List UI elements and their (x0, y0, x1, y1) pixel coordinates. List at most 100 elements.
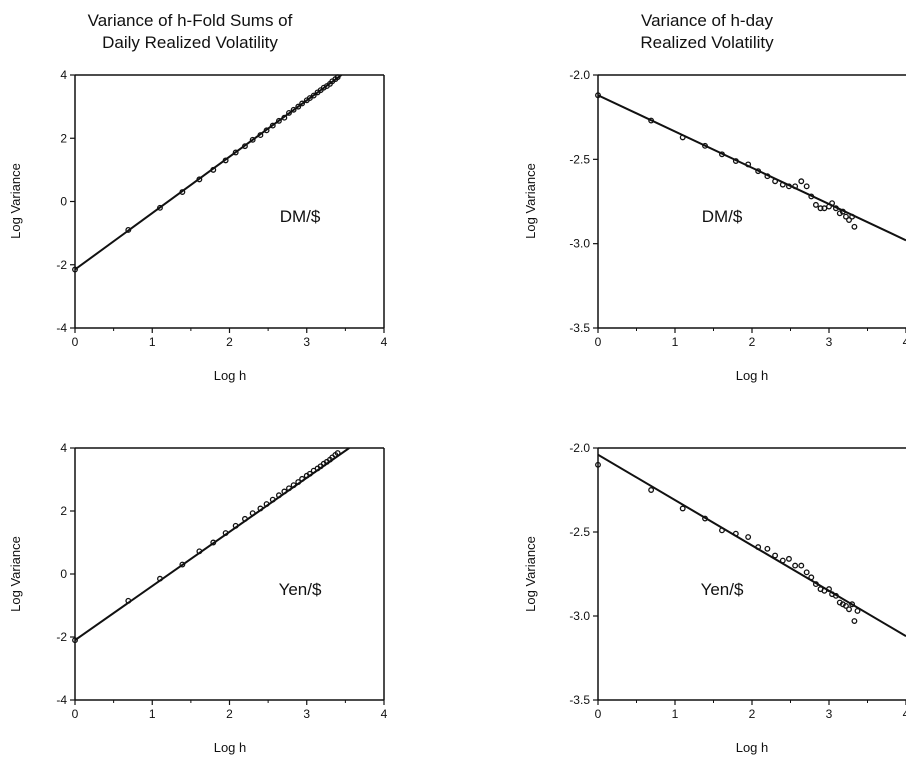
y-tick-label: -2 (56, 258, 67, 272)
y-tick-label: -3.5 (569, 321, 590, 335)
data-point (232, 522, 239, 529)
y-tick-label: 2 (60, 131, 67, 145)
x-tick-label: 1 (149, 707, 156, 721)
data-point (196, 548, 203, 555)
data-point (849, 601, 856, 608)
data-point (281, 114, 288, 121)
data-point (286, 485, 292, 492)
right-title-line-1: Variance of h-day (641, 11, 773, 30)
data-point (719, 527, 725, 534)
data-point (125, 597, 132, 604)
panel-top-left: 0 1 2 3 4 -4 -2 0 2 4 DM/$ Log h Log Variance (8, 68, 388, 383)
x-axis-label: Log h (214, 368, 247, 383)
data-point (798, 178, 805, 185)
y-tick-label: -2.0 (569, 441, 590, 455)
data-point (290, 482, 297, 489)
left-title-line-2: Daily Realized Volatility (102, 33, 278, 52)
data-point (826, 203, 832, 210)
data-point (263, 501, 270, 508)
y-tick-label: -4 (56, 693, 67, 707)
data-point (281, 488, 288, 495)
data-point (817, 205, 824, 212)
data-point (842, 602, 849, 609)
data-point (764, 173, 771, 180)
y-tick-label: 4 (60, 441, 67, 455)
y-axis-label: Log Variance (8, 536, 23, 612)
x-tick-label: 0 (595, 335, 602, 349)
data-point (851, 618, 858, 624)
data-point (808, 574, 815, 581)
data-point (286, 109, 292, 116)
data-point (648, 117, 655, 124)
data-point (179, 189, 186, 195)
data-point (306, 95, 313, 102)
data-point (798, 562, 805, 569)
data-point (786, 555, 792, 562)
data-point (210, 539, 217, 546)
data-point (808, 193, 815, 200)
data-point (839, 208, 846, 215)
data-point (792, 562, 799, 569)
x-tick-label: 4 (903, 707, 906, 721)
data-point (812, 201, 819, 208)
data-point (306, 470, 313, 477)
x-tick-label: 2 (749, 335, 756, 349)
data-point (849, 213, 856, 220)
data-point (702, 515, 708, 522)
data-point (803, 569, 810, 576)
data-point (779, 181, 786, 188)
data-point (854, 608, 861, 614)
data-point (257, 505, 264, 512)
data-point (702, 142, 708, 149)
y-tick-label: -4 (56, 321, 67, 335)
data-point (222, 157, 229, 164)
x-tick-label: 0 (72, 707, 79, 721)
data-point (334, 450, 341, 456)
data-point (732, 530, 739, 537)
x-tick-label: 0 (72, 335, 79, 349)
data-point (263, 127, 270, 134)
y-tick-label: -3.0 (569, 609, 590, 623)
data-point (786, 183, 792, 190)
data-point (846, 606, 852, 613)
data-point (249, 136, 256, 143)
data-point (745, 161, 752, 168)
data-point (851, 223, 858, 230)
data-point (755, 168, 762, 175)
x-axis-label: Log h (736, 368, 769, 383)
x-tick-label: 3 (303, 707, 310, 721)
panel-bottom-left: 0 1 2 3 4 -4 -2 0 2 4 Yen/$ Log h Log Variance (8, 441, 388, 755)
x-tick-label: 2 (226, 707, 233, 721)
y-axis-label: Log Variance (8, 163, 23, 239)
data-point (595, 461, 601, 468)
data-point (241, 515, 248, 522)
data-point (249, 510, 256, 517)
y-tick-label: 2 (60, 504, 67, 518)
x-tick-label: 4 (903, 335, 906, 349)
data-point (648, 487, 655, 493)
y-tick-label: -3.0 (569, 237, 590, 251)
x-tick-label: 1 (149, 335, 156, 349)
data-point (846, 217, 852, 224)
data-point (755, 544, 762, 551)
data-point (732, 158, 739, 164)
data-point (764, 545, 771, 552)
x-tick-label: 4 (381, 335, 388, 349)
data-point (299, 100, 306, 107)
data-point (310, 92, 317, 99)
y-axis-label: Log Variance (523, 536, 538, 612)
y-tick-label: -2 (56, 630, 67, 644)
data-point (290, 106, 297, 113)
y-tick-label: 0 (60, 195, 67, 209)
x-tick-label: 2 (226, 335, 233, 349)
currency-pair-label: DM/$ (280, 207, 321, 226)
y-tick-label: 0 (60, 567, 67, 581)
data-point (232, 149, 239, 156)
data-point (196, 176, 203, 183)
currency-pair-label: Yen/$ (701, 580, 744, 599)
data-point (241, 143, 248, 150)
data-point (679, 134, 686, 141)
data-point (745, 534, 752, 540)
x-tick-label: 1 (672, 707, 679, 721)
